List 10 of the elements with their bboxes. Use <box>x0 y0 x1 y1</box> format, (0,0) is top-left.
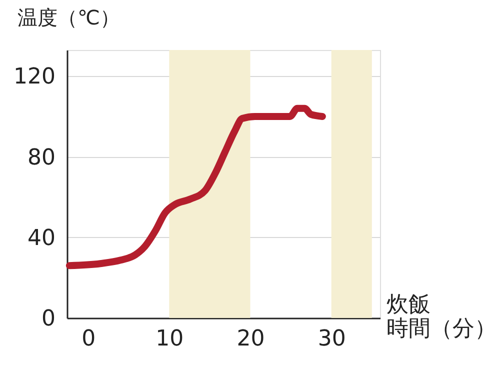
y-tick-label: 40 <box>28 226 56 251</box>
x-tick-label: 30 <box>318 326 346 352</box>
x-axis-title: 炊飯時間（分） <box>386 292 496 342</box>
x-tick-label: 0 <box>82 326 96 352</box>
y-tick-label: 80 <box>28 145 56 170</box>
y-tick-label: 120 <box>14 64 56 90</box>
y-axis-title: 温度（℃） <box>18 6 120 30</box>
x-tick-label: 10 <box>156 326 184 352</box>
x-tick-label: 20 <box>236 326 265 352</box>
y-tick-label: 0 <box>42 306 56 332</box>
